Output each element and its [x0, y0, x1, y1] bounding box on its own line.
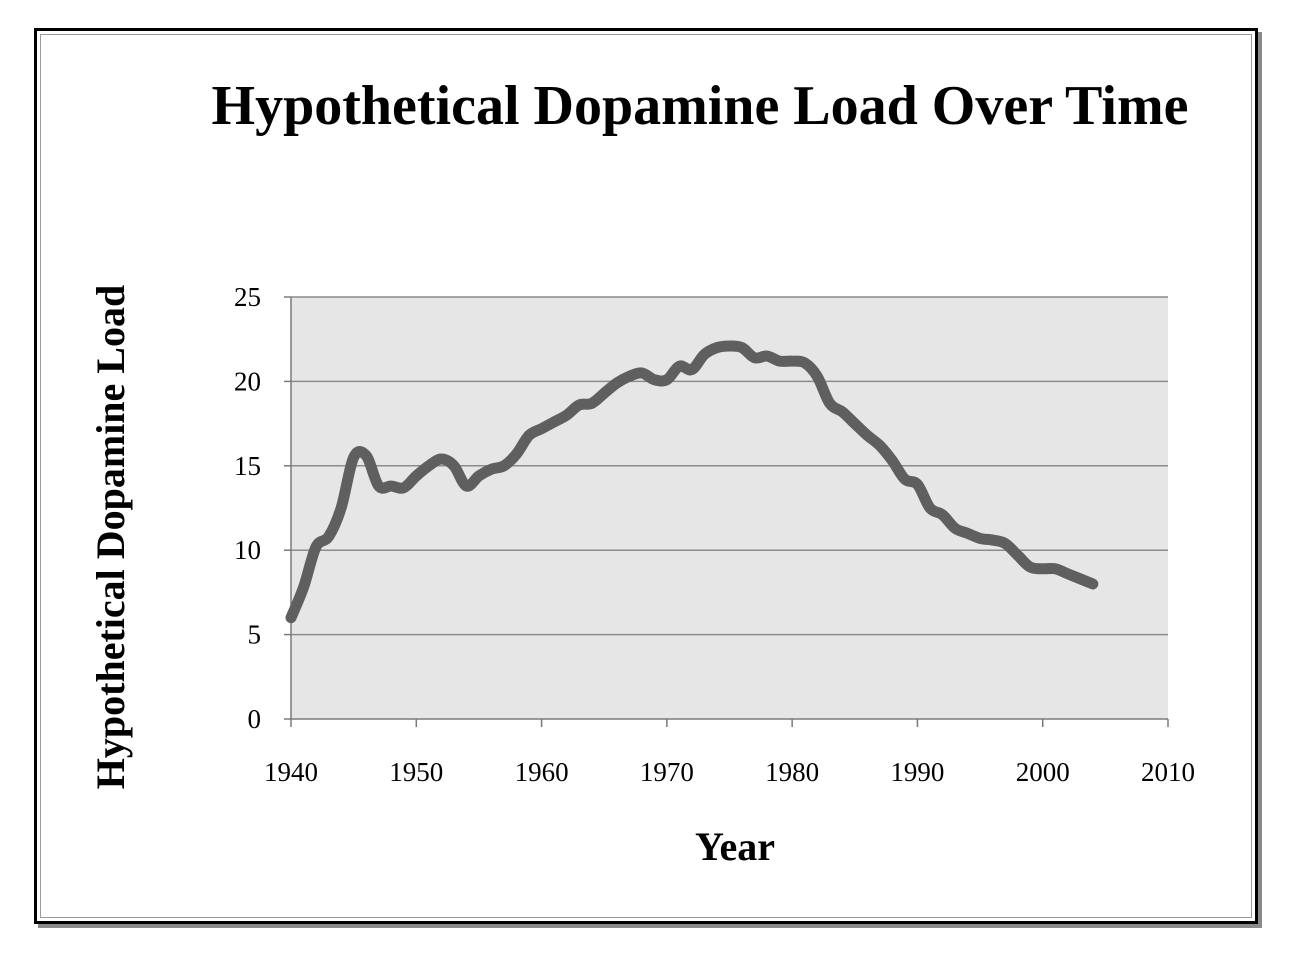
x-tick-label: 1980	[765, 757, 819, 787]
data-point	[1067, 573, 1069, 575]
x-tick-label: 2010	[1141, 757, 1195, 787]
data-point	[403, 487, 405, 489]
data-point	[490, 468, 492, 470]
data-point	[1092, 583, 1094, 585]
data-point	[678, 365, 680, 367]
data-point	[929, 507, 931, 509]
y-tick-label: 0	[248, 704, 262, 734]
data-point	[879, 445, 881, 447]
x-tick-label: 1950	[389, 757, 443, 787]
y-tick-label: 10	[234, 535, 261, 565]
data-point	[390, 485, 392, 487]
data-point	[315, 546, 317, 548]
y-tick-label: 25	[234, 282, 261, 312]
data-point	[829, 402, 831, 404]
data-point	[791, 360, 793, 362]
x-tick-label: 1990	[890, 757, 944, 787]
x-axis-title: Year	[695, 824, 775, 869]
data-point	[365, 455, 367, 457]
chart-title: Hypothetical Dopamine Load Over Time	[211, 75, 1189, 137]
data-point	[741, 347, 743, 349]
data-point	[866, 434, 868, 436]
data-point	[954, 527, 956, 529]
y-tick-label: 5	[248, 620, 262, 650]
data-point	[453, 465, 455, 467]
data-point	[628, 375, 630, 377]
data-point	[465, 485, 467, 487]
data-point	[1029, 566, 1031, 568]
data-point	[979, 537, 981, 539]
data-point	[415, 475, 417, 477]
data-point	[566, 414, 568, 416]
data-point	[428, 465, 430, 467]
data-point	[616, 382, 618, 384]
data-point	[729, 345, 730, 347]
data-point	[1017, 554, 1019, 556]
data-point	[528, 434, 530, 436]
data-point	[941, 514, 943, 516]
data-point	[440, 458, 442, 460]
data-point	[1042, 568, 1044, 570]
data-point	[691, 369, 693, 371]
data-point	[804, 362, 806, 364]
data-point	[1054, 568, 1056, 570]
data-point	[340, 507, 342, 509]
data-point	[854, 423, 856, 425]
data-point	[378, 485, 380, 487]
y-tick-label: 20	[234, 366, 261, 396]
data-point	[603, 392, 605, 394]
x-tick-label: 1940	[264, 757, 318, 787]
data-point	[967, 532, 969, 534]
plot-area	[291, 297, 1168, 719]
data-point	[553, 421, 555, 423]
y-tick-label: 15	[234, 451, 261, 481]
data-point	[303, 586, 305, 588]
data-point	[841, 411, 843, 413]
data-point	[992, 539, 994, 541]
data-point	[541, 428, 543, 430]
data-point	[653, 379, 655, 381]
data-point	[353, 456, 355, 458]
tick-labels: 0 5 10 15 20 25 1940 1950 1960 1970 1980 1990 2000 20…	[234, 282, 1195, 787]
x-tick-label: 2000	[1016, 757, 1070, 787]
data-point	[891, 460, 893, 462]
x-tick-label: 1970	[640, 757, 694, 787]
data-point	[779, 360, 781, 362]
data-point	[904, 478, 906, 480]
data-point	[578, 404, 580, 406]
data-point	[1079, 578, 1081, 580]
data-point	[591, 402, 593, 404]
data-point	[816, 375, 818, 377]
data-point	[766, 355, 768, 357]
data-point	[916, 483, 918, 485]
data-point	[754, 357, 756, 359]
gridlines	[291, 296, 1168, 636]
data-point	[716, 347, 718, 349]
data-points	[290, 345, 1094, 619]
data-point	[328, 536, 330, 538]
y-axis-title: Hypothetical Dopamine Load	[88, 285, 133, 789]
data-point	[290, 617, 292, 619]
x-tick-label: 1960	[515, 757, 569, 787]
axes	[284, 296, 1169, 727]
data-point	[666, 379, 668, 381]
data-point	[703, 353, 705, 355]
data-point	[516, 453, 518, 455]
chart-frame-inner-border	[40, 34, 1252, 918]
data-point	[641, 372, 643, 374]
data-point	[478, 475, 480, 477]
data-point	[1004, 542, 1006, 544]
data-point	[503, 465, 505, 467]
